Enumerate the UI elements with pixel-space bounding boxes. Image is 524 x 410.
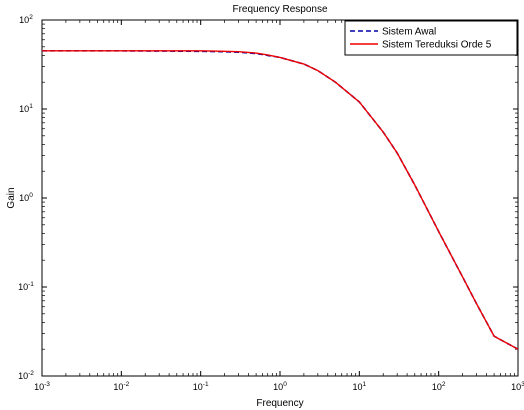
legend: Sistem Awal Sistem Tereduksi Orde 5	[344, 20, 518, 56]
y-tick-label: 10-1	[18, 281, 34, 292]
x-tick-label: 102	[432, 381, 446, 392]
y-axis-label: Gain	[6, 187, 17, 208]
y-tick-label: 10-2	[18, 370, 34, 381]
series-layer	[42, 50, 518, 350]
plot-frame	[41, 19, 519, 377]
legend-label: Sistem Awal	[382, 27, 436, 38]
x-axis-label: Frequency	[256, 398, 303, 409]
x-tick-label: 10-2	[113, 381, 129, 392]
x-tick-label: 103	[511, 381, 524, 392]
series-line-sistem-tereduksi	[42, 50, 518, 350]
y-tick-label: 101	[19, 103, 33, 114]
y-tick-label: 100	[19, 192, 33, 203]
legend-box	[344, 20, 518, 56]
axis-tick-labels: 10-3 10-2 10-1 100 101 102 10310-210-110010110…	[18, 14, 524, 392]
legend-label: Sistem Tereduksi Orde 5	[382, 40, 492, 51]
y-tick-label: 102	[19, 14, 33, 25]
x-tick-label: 101	[353, 381, 367, 392]
x-tick-label: 10-1	[193, 381, 209, 392]
chart-title: Frequency Response	[232, 4, 327, 15]
x-tick-label: 100	[273, 381, 287, 392]
x-tick-label: 10-3	[34, 381, 50, 392]
